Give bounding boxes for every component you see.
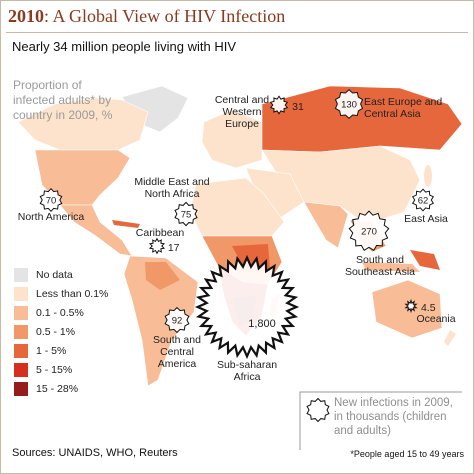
infection-value: 70 <box>46 196 57 207</box>
legend-label: 5 - 15% <box>36 364 73 376</box>
legend-label: 0.5 - 1% <box>36 326 76 338</box>
infection-sunburst <box>348 210 390 251</box>
legend-swatch <box>14 268 28 282</box>
infection-sunburst <box>148 237 166 255</box>
region-label: Oceania <box>416 313 456 325</box>
region-label: Central and Western Europe <box>214 94 270 130</box>
infection-sunburst <box>334 89 364 119</box>
country-shape <box>201 109 263 169</box>
infection-value: 1,800 <box>248 318 276 330</box>
country-shape <box>17 97 149 151</box>
region-label: North America <box>17 211 85 223</box>
region-label: South and Southeast Asia <box>344 254 416 278</box>
key-label: New infections in 2009, in thousands (ch… <box>334 397 453 437</box>
region-label: East Europe and Central Asia <box>364 96 443 120</box>
infection-value: 17 <box>168 242 180 254</box>
legend-label: 1 - 5% <box>36 345 67 357</box>
title: 2010: A Global View of HIV Infection <box>8 6 285 27</box>
footnote: *People aged 15 to 49 years <box>350 449 464 459</box>
infection-sunburst <box>174 201 198 227</box>
country-shape <box>362 262 420 272</box>
key-box <box>299 391 462 450</box>
region-label: Caribbean <box>135 227 185 239</box>
country-shape <box>145 262 180 290</box>
legend-swatch <box>14 363 28 377</box>
legend-swatch <box>14 344 28 358</box>
legend-label: Less than 0.1% <box>36 288 109 300</box>
infection-value: 31 <box>292 101 304 113</box>
infection-value: 75 <box>181 210 192 221</box>
infection-sunburst <box>269 95 289 115</box>
legend-swatch <box>14 306 28 320</box>
region-label: East Asia <box>404 213 448 225</box>
legend-label: No data <box>36 269 73 281</box>
key-sunburst <box>306 397 330 423</box>
region-label: Sub-saharan Africa <box>216 359 278 383</box>
country-shape <box>444 330 456 346</box>
infection-value: 92 <box>172 316 183 327</box>
legend-swatch <box>14 325 28 339</box>
legend-label: 0.1 - 0.5% <box>36 307 84 319</box>
infection-value: 270 <box>361 227 377 238</box>
infection-sunburst <box>404 298 418 314</box>
country-shape <box>303 201 349 249</box>
infection-value: 4.5 <box>421 302 436 314</box>
infection-sunburst <box>39 187 63 213</box>
title-text: : A Global View of HIV Infection <box>44 6 286 26</box>
infection-value: 130 <box>341 100 357 111</box>
infection-value: 62 <box>418 196 429 207</box>
country-shape <box>410 250 440 270</box>
infection-sunburst <box>411 188 435 212</box>
infection-sunburst <box>194 254 300 360</box>
country-shape <box>123 255 199 387</box>
infection-sunburst <box>164 306 190 334</box>
sources: Sources: UNAIDS, WHO, Reuters <box>12 447 178 459</box>
region-label: South and Central America <box>153 334 201 370</box>
subtitle: Nearly 34 million people living with HIV <box>12 39 236 54</box>
country-shape <box>112 220 140 228</box>
country-shape <box>424 165 432 187</box>
legend-swatch <box>14 382 28 396</box>
legend-title: Proportion of infected adults* by countr… <box>13 78 113 122</box>
legend-label: 15 - 28% <box>36 383 79 395</box>
country-shape <box>371 279 443 339</box>
title-rule <box>6 32 468 33</box>
title-year: 2010 <box>8 6 44 26</box>
legend-swatch <box>14 287 28 301</box>
region-label: Middle East and North Africa <box>134 176 210 200</box>
country-shape <box>232 244 270 272</box>
